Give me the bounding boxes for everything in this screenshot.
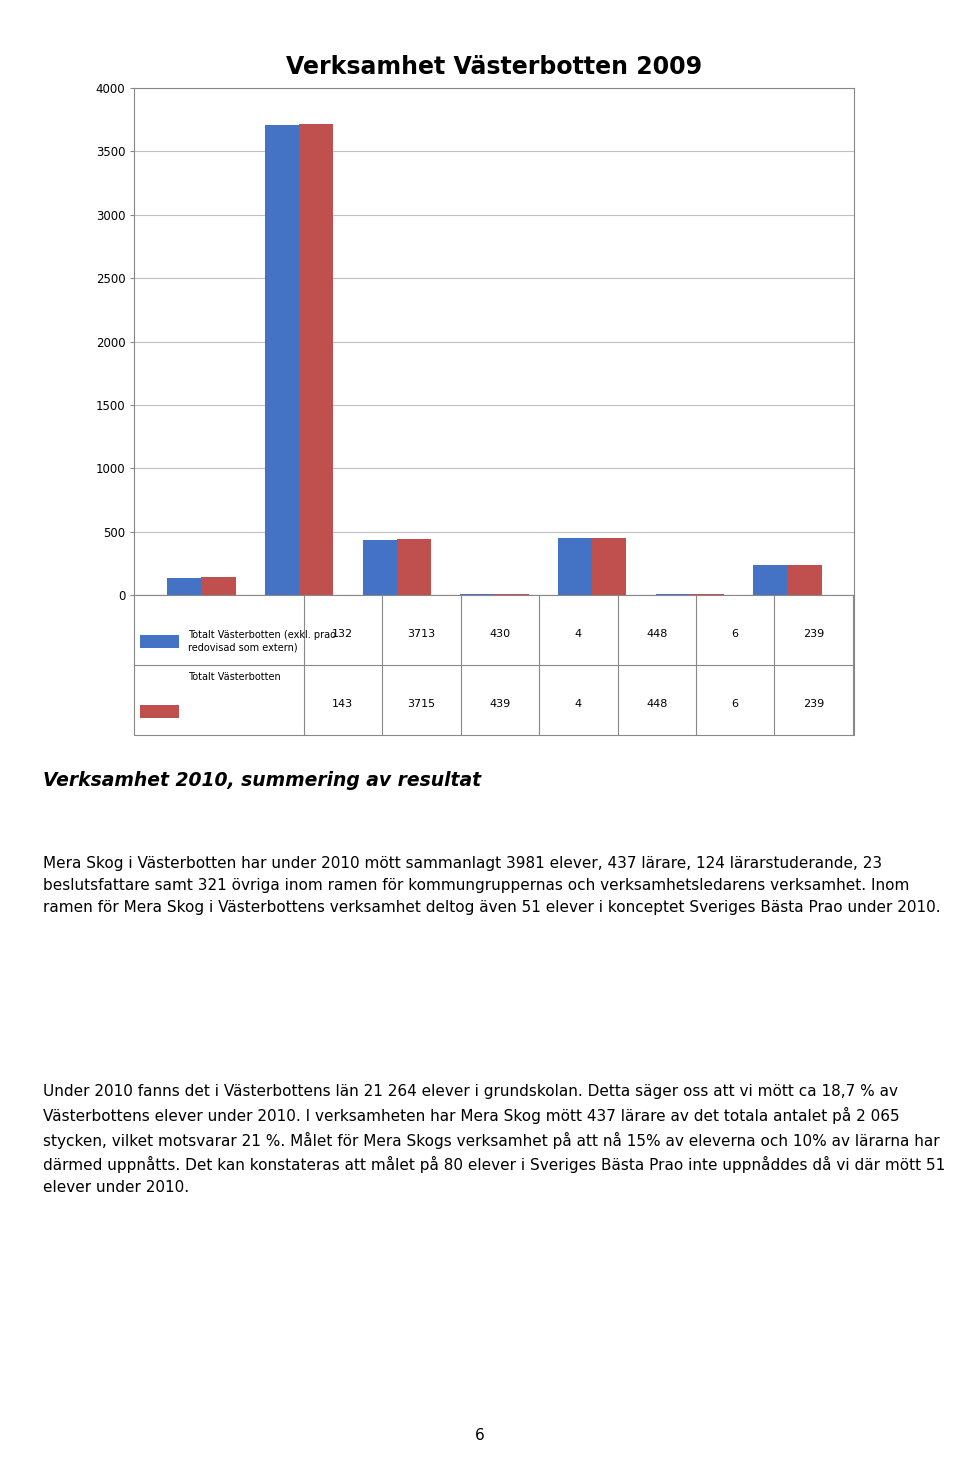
Bar xyxy=(363,541,396,595)
Bar xyxy=(558,538,592,595)
Text: 6: 6 xyxy=(475,1428,485,1443)
Bar xyxy=(754,564,787,595)
Text: 239: 239 xyxy=(804,629,825,639)
Text: Under 2010 fanns det i Västerbottens län 21 264 elever i grundskolan. Detta säge: Under 2010 fanns det i Västerbottens län… xyxy=(43,1084,946,1194)
Text: 448: 448 xyxy=(646,699,667,710)
Title: Verksamhet Västerbotten 2009: Verksamhet Västerbotten 2009 xyxy=(286,56,703,79)
Text: 6: 6 xyxy=(732,629,739,639)
Bar xyxy=(167,579,202,595)
Text: 132: 132 xyxy=(332,629,353,639)
Text: 3713: 3713 xyxy=(407,629,436,639)
Text: 4: 4 xyxy=(575,629,582,639)
FancyBboxPatch shape xyxy=(134,595,854,734)
Text: 430: 430 xyxy=(490,629,511,639)
Bar xyxy=(140,636,179,648)
Text: 6: 6 xyxy=(732,699,739,710)
Text: Totalt Västerbotten (exkl. prao
redovisad som extern): Totalt Västerbotten (exkl. prao redovisa… xyxy=(188,630,336,652)
Bar xyxy=(299,125,333,595)
Text: Totalt Västerbotten: Totalt Västerbotten xyxy=(188,671,280,682)
Text: 4: 4 xyxy=(575,699,582,710)
Text: 143: 143 xyxy=(332,699,353,710)
Bar xyxy=(265,125,299,595)
Text: Mera Skog i Västerbotten har under 2010 mött sammanlagt 3981 elever, 437 lärare,: Mera Skog i Västerbotten har under 2010 … xyxy=(43,856,941,915)
Bar xyxy=(787,564,822,595)
Text: 448: 448 xyxy=(646,629,667,639)
Bar xyxy=(396,539,431,595)
Bar xyxy=(140,705,179,718)
Text: 3715: 3715 xyxy=(407,699,436,710)
Bar xyxy=(592,538,626,595)
Text: 239: 239 xyxy=(804,699,825,710)
Bar xyxy=(202,577,235,595)
Text: 439: 439 xyxy=(490,699,511,710)
Text: Verksamhet 2010, summering av resultat: Verksamhet 2010, summering av resultat xyxy=(43,771,481,790)
